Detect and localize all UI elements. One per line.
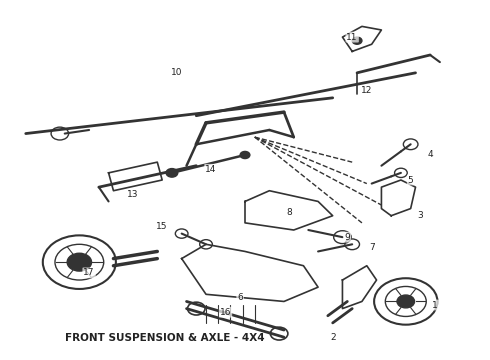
Circle shape	[166, 168, 178, 177]
Circle shape	[240, 152, 250, 158]
Text: 10: 10	[171, 68, 183, 77]
Text: 14: 14	[205, 165, 217, 174]
Text: 9: 9	[344, 233, 350, 242]
Text: 13: 13	[127, 190, 139, 199]
Text: 3: 3	[417, 211, 423, 220]
Text: 15: 15	[156, 222, 168, 231]
Text: 5: 5	[408, 176, 414, 185]
Text: 6: 6	[237, 293, 243, 302]
Text: 2: 2	[330, 333, 336, 342]
Text: 16: 16	[220, 308, 231, 317]
Circle shape	[67, 253, 92, 271]
Text: FRONT SUSPENSION & AXLE - 4X4: FRONT SUSPENSION & AXLE - 4X4	[65, 333, 264, 342]
Text: 12: 12	[361, 86, 372, 95]
Text: 7: 7	[369, 243, 374, 252]
Text: 11: 11	[346, 33, 358, 42]
Text: 1: 1	[432, 301, 438, 310]
Text: 17: 17	[83, 268, 95, 277]
Circle shape	[352, 37, 362, 44]
Text: 4: 4	[427, 150, 433, 159]
Circle shape	[397, 295, 415, 308]
Text: 8: 8	[286, 208, 292, 217]
